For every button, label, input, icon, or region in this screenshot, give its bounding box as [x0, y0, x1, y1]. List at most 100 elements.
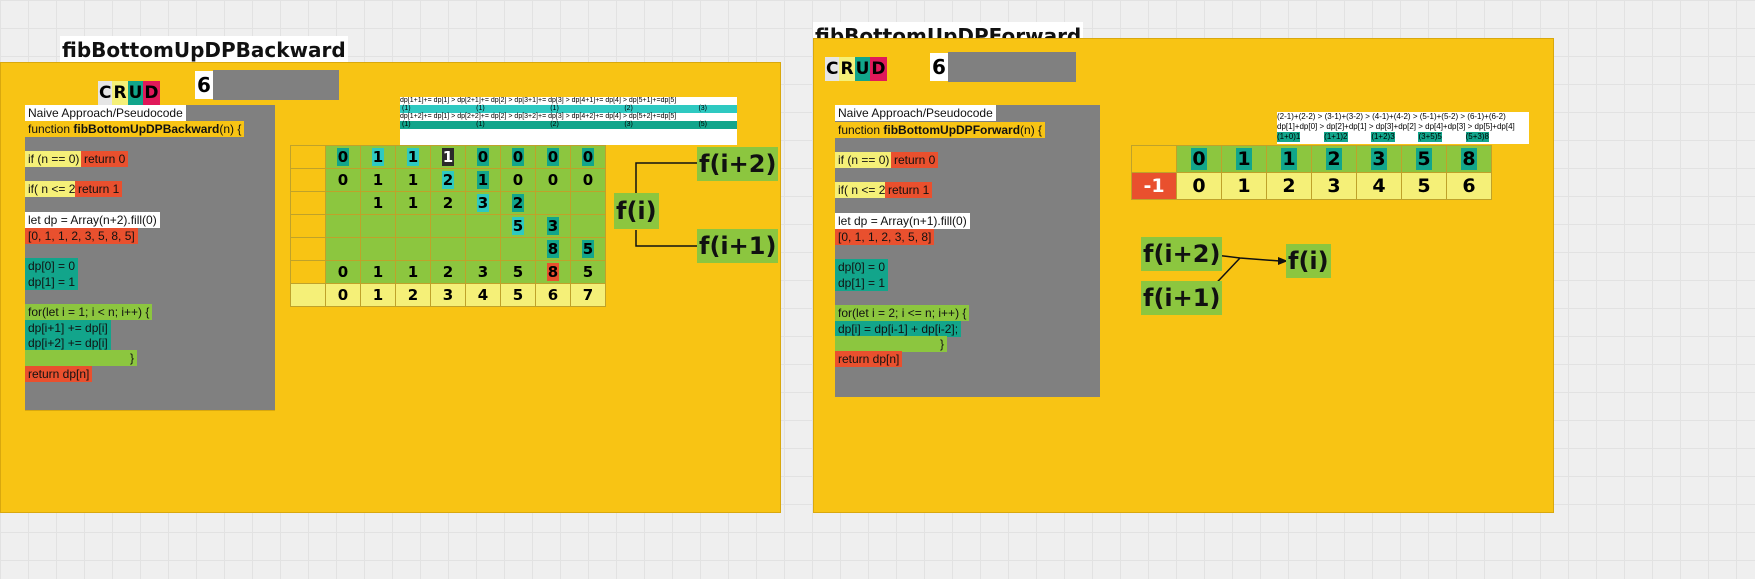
crud-u[interactable]: U	[127, 81, 144, 105]
forward-grid-value-cell: 3	[1356, 145, 1402, 173]
forward-return: return dp[n]	[835, 351, 903, 367]
forward-f-i: f(i)	[1286, 244, 1331, 278]
backward-grid-cell: 2	[500, 191, 536, 215]
backward-grid-cell: 0	[570, 145, 606, 169]
backward-grid-cell	[325, 237, 361, 261]
forward-grid-index-cell: 6	[1446, 172, 1492, 200]
backward-grid-cell: 0	[535, 168, 571, 192]
forward-n-input[interactable]: 6	[930, 52, 1076, 82]
forward-grid-value-cell: 8	[1446, 145, 1492, 173]
forward-if2-ret: return 1	[885, 182, 933, 198]
backward-grid-cell: 1	[395, 145, 431, 169]
crud-c[interactable]: C	[98, 81, 113, 105]
backward-grid-cell	[325, 191, 361, 215]
backward-grid-cell: 8	[535, 237, 571, 261]
backward-grid-cell: 0	[500, 145, 536, 169]
forward-grid-value-cell: 1	[1266, 145, 1312, 173]
backward-dp1: dp[1] = 1	[25, 274, 79, 290]
backward-grid-cell	[325, 214, 361, 238]
backward-grid-cell	[465, 214, 501, 238]
crud-r[interactable]: R	[112, 81, 128, 105]
backward-grid-cell	[360, 237, 396, 261]
backward-grid-cell: 1	[395, 168, 431, 192]
forward-note: (2-1)+(2-2) > (3-1)+(3-2) > (4-1)+(4-2) …	[1277, 112, 1529, 144]
backward-grid-cell	[535, 191, 571, 215]
forward-code-fn: function fibBottomUpDPForward(n) {	[835, 122, 1046, 138]
backward-grid-cell: 1	[395, 191, 431, 215]
backward-grid-cell: 3	[465, 191, 501, 215]
backward-grid-cell	[465, 237, 501, 261]
backward-grid-cell	[395, 237, 431, 261]
backward-grid-cell: 0	[325, 260, 361, 284]
backward-grid-cell: 0	[500, 168, 536, 192]
backward-code-panel: Naive Approach/Pseudocode function fibBo…	[25, 105, 275, 425]
backward-crud: C R U D	[98, 81, 160, 105]
backward-grid-cell: 4	[465, 283, 501, 307]
backward-let-dp: let dp = Array(n+2).fill(0)	[25, 212, 160, 228]
backward-n-value: 6	[195, 71, 213, 99]
forward-f-i1: f(i+1)	[1141, 281, 1223, 315]
backward-grid-cell: 5	[500, 214, 536, 238]
backward-grid-cell: 0	[325, 168, 361, 192]
backward-grid-cell	[360, 214, 396, 238]
crud-c[interactable]: C	[825, 57, 840, 81]
backward-grid-cell: 1	[465, 168, 501, 192]
crud-d[interactable]: D	[143, 81, 160, 105]
backward-return: return dp[n]	[25, 366, 93, 382]
backward-grid-cell: 5	[570, 260, 606, 284]
backward-grid-cell: 1	[360, 283, 396, 307]
forward-dp-grid: 0 1 1 2 3 5 8 -1 0 1 2 3 4 5 6	[1131, 145, 1492, 200]
crud-d[interactable]: D	[870, 57, 887, 81]
forward-code-header: Naive Approach/Pseudocode	[835, 105, 996, 121]
backward-n-input[interactable]: 6	[195, 70, 339, 100]
backward-grid-cell: 3	[535, 214, 571, 238]
backward-grid-cell: 1	[360, 191, 396, 215]
forward-crud: C R U D	[825, 57, 887, 81]
forward-grid-index-cell: 5	[1401, 172, 1447, 200]
forward-if1-cond: if (n == 0)	[835, 152, 893, 168]
forward-grid-index-cell: 4	[1356, 172, 1402, 200]
backward-grid-cell	[570, 191, 606, 215]
backward-grid-cell: 5	[570, 237, 606, 261]
backward-dp0: dp[0] = 0	[25, 258, 79, 274]
backward-if2-cond: if( n <= 2)	[25, 181, 83, 197]
forward-body1: dp[i] = dp[i-1] + dp[i-2];	[835, 321, 962, 337]
forward-grid-value-cell: 2	[1311, 145, 1357, 173]
backward-grid-cell: 8	[535, 260, 571, 284]
backward-grid-cell: 2	[430, 191, 466, 215]
backward-grid-cell: 1	[360, 145, 396, 169]
forward-array: [0, 1, 1, 2, 3, 5, 8]	[835, 229, 935, 245]
backward-title: fibBottomUpDPBackward	[60, 36, 348, 64]
backward-note: dp[1+1]+= dp[1] > dp[2+1]+= dp[2] > dp[3…	[400, 97, 737, 145]
backward-grid-cell	[430, 237, 466, 261]
forward-let-dp: let dp = Array(n+1).fill(0)	[835, 213, 970, 229]
backward-grid-cell	[500, 237, 536, 261]
forward-n-value: 6	[930, 53, 948, 81]
backward-grid-cell: 0	[325, 145, 361, 169]
backward-grid-cell: 6	[535, 283, 571, 307]
forward-grid-index-cell: 3	[1311, 172, 1357, 200]
backward-grid-cell: 0	[570, 168, 606, 192]
backward-grid-cell: 2	[395, 283, 431, 307]
forward-code-panel: Naive Approach/Pseudocode function fibBo…	[835, 105, 1100, 397]
backward-grid-cell: 3	[465, 260, 501, 284]
forward-grid-index-cell: 2	[1266, 172, 1312, 200]
backward-code-header: Naive Approach/Pseudocode	[25, 105, 186, 121]
backward-grid-cell: 2	[430, 168, 466, 192]
crud-r[interactable]: R	[839, 57, 855, 81]
backward-for: for(let i = 1; i < n; i++) {	[25, 304, 153, 320]
backward-array: [0, 1, 1, 2, 3, 5, 8, 5]	[25, 228, 138, 244]
backward-body1: dp[i+1] += dp[i]	[25, 320, 111, 336]
backward-grid-cell: 5	[500, 283, 536, 307]
forward-dp1: dp[1] = 1	[835, 275, 889, 291]
backward-close: }	[25, 350, 137, 366]
backward-grid-cell: 1	[395, 260, 431, 284]
backward-body2: dp[i+2] += dp[i]	[25, 335, 111, 351]
backward-if2-ret: return 1	[75, 181, 123, 197]
backward-grid-cell: 5	[500, 260, 536, 284]
crud-u[interactable]: U	[854, 57, 871, 81]
forward-grid-index-cell: 0	[1176, 172, 1222, 200]
forward-if1-ret: return 0	[891, 152, 939, 168]
forward-grid-value-cell: 0	[1176, 145, 1222, 173]
